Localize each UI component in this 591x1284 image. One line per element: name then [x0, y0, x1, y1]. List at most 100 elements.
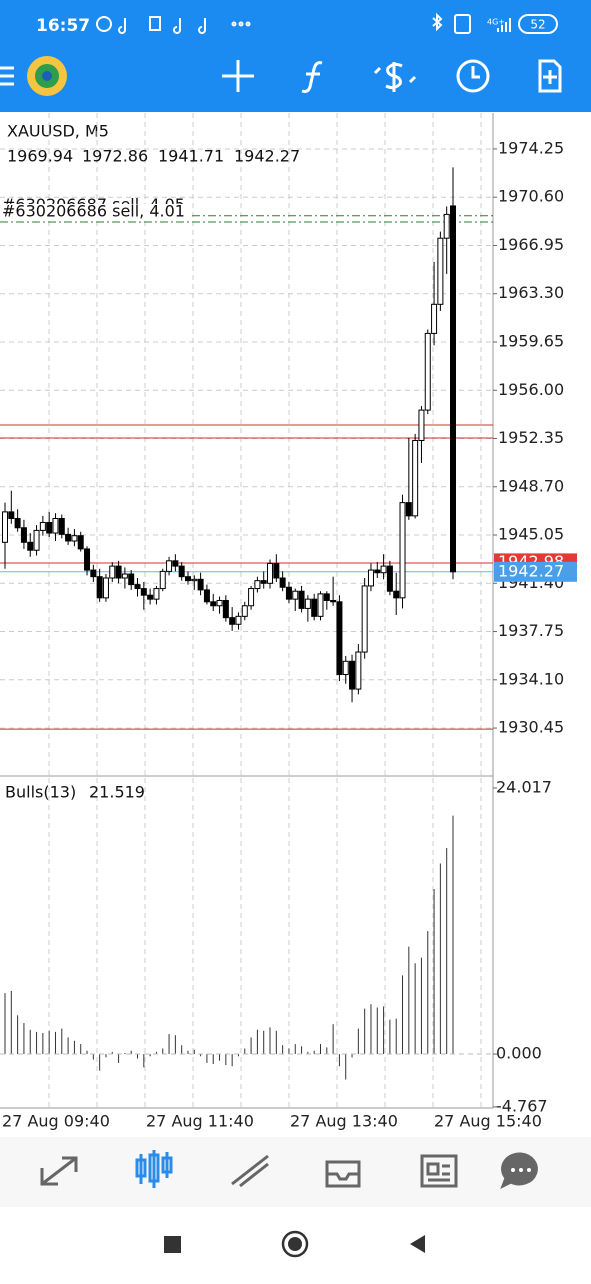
candle-body — [216, 599, 223, 607]
candle-body — [52, 518, 59, 534]
y-tick-label: 1963.30 — [498, 283, 564, 302]
candle-body — [380, 565, 387, 574]
y-tick-label: 1966.95 — [498, 235, 564, 254]
y-tick-label: 1970.60 — [498, 187, 564, 206]
y-tick-label: 1934.10 — [498, 669, 564, 688]
candle-body — [311, 598, 318, 617]
candle-body — [84, 548, 91, 571]
y-tick-label: 24.017 — [496, 778, 552, 797]
candle-body — [20, 527, 27, 543]
crosshair-button[interactable] — [222, 60, 254, 92]
candle-body — [46, 521, 53, 534]
candle-body — [412, 439, 419, 517]
candle-body — [431, 303, 438, 334]
candle-body — [102, 577, 109, 599]
indicators-button[interactable] — [301, 61, 323, 93]
candle-body — [386, 565, 393, 592]
candle-body — [71, 535, 78, 542]
indicator-name: Bulls(13) — [5, 783, 76, 802]
candle-body — [159, 570, 166, 590]
candle-body — [349, 660, 356, 690]
recents-button[interactable] — [164, 1236, 181, 1253]
candle-body — [304, 598, 311, 609]
candle-body — [405, 502, 412, 517]
candle-body — [399, 502, 406, 599]
menu-button[interactable] — [0, 66, 14, 86]
candle-body — [292, 590, 299, 600]
news-tab[interactable] — [420, 1154, 458, 1188]
candle-body — [424, 332, 431, 411]
y-tick-label: 1959.65 — [498, 331, 564, 350]
candle-body — [450, 205, 456, 573]
candle-body — [33, 529, 40, 551]
battery — [518, 14, 558, 34]
candle-body — [115, 565, 122, 579]
candle-body — [153, 588, 160, 600]
candle-body — [279, 577, 286, 588]
candle-body — [197, 578, 204, 591]
ohlc-value: 1942.27 — [234, 147, 300, 166]
candle-body — [166, 560, 173, 572]
candle-body — [298, 590, 305, 609]
candle-body — [393, 590, 400, 599]
candle-body — [437, 237, 444, 305]
x-tick-label: 27 Aug 11:40 — [146, 1112, 254, 1131]
candle-body — [147, 594, 154, 600]
home-button[interactable] — [281, 1230, 309, 1258]
x-tick-label: 27 Aug 13:40 — [290, 1112, 398, 1131]
messages-tab[interactable] — [500, 1152, 538, 1190]
candle-body — [235, 615, 242, 625]
bid-label: 1942.27 — [498, 561, 564, 580]
ohlc-value: 1972.86 — [82, 147, 148, 166]
indicator-value: 21.519 — [89, 783, 145, 802]
y-tick-label: 1948.70 — [498, 476, 564, 495]
candle-body — [336, 601, 343, 676]
candle-body — [374, 569, 381, 574]
candle-body — [203, 589, 210, 603]
symbol-button[interactable] — [373, 62, 417, 92]
candle-body — [96, 576, 103, 599]
candle-body — [58, 518, 65, 535]
candle-body — [109, 565, 116, 579]
candle-body — [128, 573, 135, 586]
candle-body — [248, 588, 255, 607]
candle-body — [2, 511, 8, 543]
candle-body — [260, 580, 267, 584]
candle-body — [77, 535, 84, 550]
quotes-tab[interactable] — [40, 1156, 78, 1186]
bottom-nav — [0, 1137, 591, 1207]
candle-body — [323, 593, 330, 601]
history-tab[interactable] — [325, 1160, 361, 1188]
order-label: #630206686 sell, 4.01 — [2, 201, 185, 220]
candle-body — [90, 569, 97, 578]
trade-tab[interactable] — [231, 1154, 269, 1188]
y-tick-label: 1956.00 — [498, 380, 564, 399]
bottom-nav-icons — [40, 1150, 538, 1190]
labels: 1974.25 1970.60 1966.95 1963.30 1959.65 1956.… — [0, 138, 577, 1131]
candle-body — [355, 651, 362, 690]
grid — [0, 113, 497, 1108]
candle-body — [267, 562, 274, 584]
ohlc-value: 1969.94 — [7, 147, 73, 166]
y-tick-label: 1974.25 — [498, 138, 564, 157]
toolbar — [222, 59, 562, 93]
logo[interactable] — [27, 56, 67, 96]
candle-body — [178, 565, 185, 578]
candle-body — [27, 541, 34, 551]
candle-body — [191, 578, 198, 582]
y-tick-label: -4.767 — [496, 1096, 548, 1115]
y-tick-label: 1937.75 — [498, 621, 564, 640]
chart-tab[interactable] — [135, 1150, 173, 1188]
back-button[interactable] — [410, 1235, 425, 1253]
x-tick-label: 27 Aug 09:40 — [2, 1112, 110, 1131]
candle-body — [443, 213, 450, 239]
candle-body — [39, 521, 46, 531]
network: 4G+ — [487, 18, 505, 27]
period-button[interactable] — [456, 59, 490, 93]
candle-body — [254, 580, 261, 590]
clock: 16:57 — [36, 16, 90, 36]
battery-level: 52 — [530, 18, 545, 32]
new-order-button[interactable] — [538, 59, 562, 93]
candle-body — [65, 533, 72, 542]
